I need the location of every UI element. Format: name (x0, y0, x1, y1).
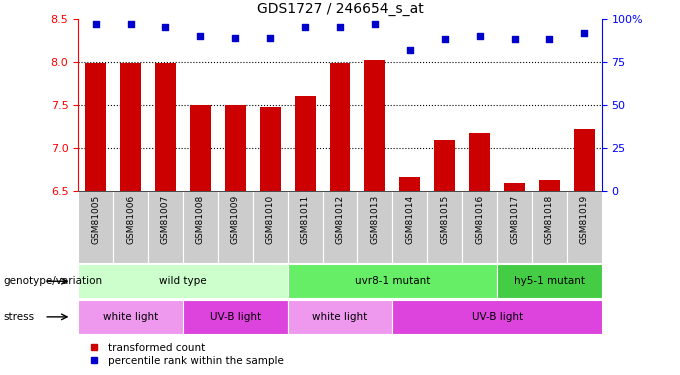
Point (405, 47, 415, 53)
Bar (155, 63, 176, 191)
Bar (294, 96, 316, 191)
Bar (288, 191, 322, 262)
Text: genotype/variation: genotype/variation (3, 276, 103, 286)
Bar (183, 300, 288, 334)
Bar (532, 191, 567, 262)
Bar (392, 300, 602, 334)
Bar (78, 191, 113, 262)
Point (509, 36, 520, 42)
Bar (260, 107, 281, 191)
Bar (574, 129, 595, 191)
Text: GSM81015: GSM81015 (440, 195, 449, 244)
Text: GSM81005: GSM81005 (91, 195, 100, 244)
Bar (78, 300, 183, 334)
Bar (435, 140, 455, 191)
Text: GSM81009: GSM81009 (231, 195, 240, 244)
Bar (358, 191, 392, 262)
Bar (288, 300, 392, 334)
Bar (469, 134, 490, 191)
Bar (183, 191, 218, 262)
Point (439, 36, 450, 42)
Bar (567, 191, 602, 262)
Bar (218, 191, 253, 262)
Text: uvr8-1 mutant: uvr8-1 mutant (355, 276, 430, 286)
Bar (148, 191, 183, 262)
Text: GSM81018: GSM81018 (545, 195, 554, 244)
Bar (120, 63, 141, 191)
Bar (399, 177, 420, 191)
Text: GSM81016: GSM81016 (475, 195, 484, 244)
Text: GSM81012: GSM81012 (335, 195, 345, 244)
Text: GSM81010: GSM81010 (266, 195, 275, 244)
Text: white light: white light (312, 312, 368, 322)
Text: GSM81014: GSM81014 (405, 195, 414, 244)
Text: wild type: wild type (159, 276, 207, 286)
Point (160, 24, 171, 30)
Bar (462, 191, 497, 262)
Text: GSM81006: GSM81006 (126, 195, 135, 244)
Text: UV-B light: UV-B light (471, 312, 523, 322)
Point (335, 24, 345, 30)
Bar (427, 191, 462, 262)
Bar (539, 180, 560, 191)
Bar (113, 191, 148, 262)
Point (544, 36, 555, 42)
Text: UV-B light: UV-B light (209, 312, 261, 322)
Bar (253, 191, 288, 262)
Bar (322, 191, 358, 262)
Point (125, 21, 136, 27)
Point (474, 33, 485, 39)
Text: GSM81019: GSM81019 (580, 195, 589, 244)
Bar (78, 264, 288, 298)
Point (90, 21, 101, 27)
Bar (364, 60, 386, 191)
Text: GSM81007: GSM81007 (161, 195, 170, 244)
Bar (190, 105, 211, 191)
Text: hy5-1 mutant: hy5-1 mutant (514, 276, 585, 286)
Title: GDS1727 / 246654_s_at: GDS1727 / 246654_s_at (256, 2, 424, 16)
Bar (497, 191, 532, 262)
Point (579, 30, 590, 36)
Text: stress: stress (3, 312, 35, 322)
Bar (504, 183, 525, 191)
Bar (85, 63, 106, 191)
Bar (497, 264, 602, 298)
Bar (392, 191, 427, 262)
Point (195, 33, 206, 39)
Point (300, 24, 311, 30)
Point (369, 21, 380, 27)
Text: GSM81013: GSM81013 (371, 195, 379, 244)
Bar (330, 63, 350, 191)
Legend: transformed count, percentile rank within the sample: transformed count, percentile rank withi… (84, 343, 284, 366)
Text: white light: white light (103, 312, 158, 322)
Bar (288, 264, 497, 298)
Text: GSM81017: GSM81017 (510, 195, 519, 244)
Point (265, 35, 275, 41)
Text: GSM81011: GSM81011 (301, 195, 309, 244)
Text: GSM81008: GSM81008 (196, 195, 205, 244)
Bar (225, 105, 245, 191)
Point (230, 35, 241, 41)
